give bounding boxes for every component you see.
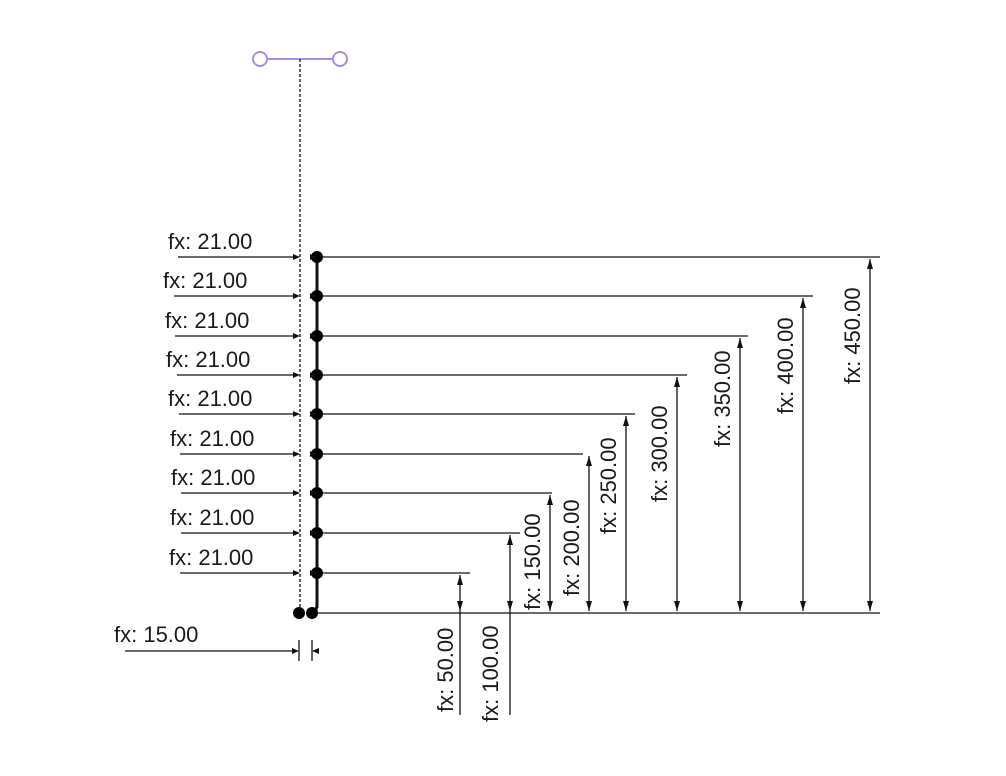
dimension-left-offset[interactable]: fx: 21.00 [163,268,317,299]
left-dim-arrow [310,570,317,576]
dimension-left-offset[interactable]: fx: 21.00 [169,545,317,576]
left-dim-label[interactable]: fx: 21.00 [171,465,255,490]
dimension-height[interactable]: fx: 200.00 [559,456,592,611]
left-dim-arrow [310,530,317,536]
left-dim-arrow [293,293,300,299]
height-dim-arrow-bottom [674,601,680,611]
left-dim-arrow [293,530,300,536]
left-dim-arrow [293,411,300,417]
left-dim-arrow [310,451,317,457]
height-dim-arrow-top [507,535,513,545]
dimension-left-offset[interactable]: fx: 21.00 [168,229,317,260]
left-dim-label[interactable]: fx: 21.00 [165,308,249,333]
left-dim-arrow [310,254,317,260]
height-dim-label[interactable]: fx: 200.00 [559,499,584,596]
left-dim-arrow [293,490,300,496]
dimension-left-offset[interactable]: fx: 21.00 [168,386,317,417]
height-dim-arrow-top [623,416,629,426]
dimension-height[interactable]: fx: 400.00 [773,298,806,611]
height-dim-arrow-bottom [737,601,743,611]
left-dim-label[interactable]: fx: 21.00 [170,505,254,530]
height-dim-arrow-top [867,259,873,269]
dimension-height[interactable]: fx: 100.00 [478,535,513,722]
dimension-left-offset[interactable]: fx: 21.00 [171,465,317,496]
left-dim-arrow [310,490,317,496]
handle-left-endpoint[interactable] [252,51,268,67]
dimension-height[interactable]: fx: 300.00 [647,377,680,611]
left-dim-label[interactable]: fx: 21.00 [169,545,253,570]
left-dim-arrow [310,333,317,339]
handle-right-endpoint[interactable] [332,51,348,67]
baseline-point-right[interactable] [306,607,318,619]
height-dim-arrow-bottom [547,601,553,611]
height-dim-arrow-bottom [800,601,806,611]
dimension-height[interactable]: fx: 150.00 [520,495,553,611]
dimension-left-offset[interactable]: fx: 21.00 [166,347,317,378]
height-dimensions: fx: 50.00 fx: 100.00 fx: 150.00 fx: 200.00 f… [433,259,873,722]
height-dim-arrow-bottom [867,601,873,611]
left-dim-arrow [293,372,300,378]
dimension-bottom-offset[interactable]: fx: 15.00 [114,622,319,661]
left-dim-label[interactable]: fx: 21.00 [168,229,252,254]
level-lines [311,251,880,579]
bottom-dim-label[interactable]: fx: 15.00 [114,622,198,647]
left-dim-arrow [310,372,317,378]
bottom-dim-arrow-left [292,648,299,654]
dimension-height[interactable]: fx: 50.00 [433,575,463,715]
height-dim-arrow-top [737,338,743,348]
bottom-dim-arrow-right [312,648,319,654]
left-dim-arrow [293,451,300,457]
height-dim-label[interactable]: fx: 150.00 [520,513,545,610]
left-dim-arrow [310,293,317,299]
height-dim-arrow-top [674,377,680,387]
height-dim-label[interactable]: fx: 400.00 [773,317,798,414]
height-dim-label[interactable]: fx: 300.00 [647,405,672,502]
left-dim-arrow [293,333,300,339]
left-offset-dimensions: fx: 21.00 fx: 21.00 fx: 21.00 fx: 21.00 fx: … [163,229,317,576]
dimension-left-offset[interactable]: fx: 21.00 [165,308,317,339]
left-dim-label[interactable]: fx: 21.00 [163,268,247,293]
height-dim-label[interactable]: fx: 100.00 [478,625,503,722]
height-dim-label[interactable]: fx: 350.00 [710,350,735,447]
dimension-height[interactable]: fx: 450.00 [840,259,873,611]
height-dim-arrow-bottom [507,601,513,611]
height-dim-label[interactable]: fx: 450.00 [840,287,865,384]
dimension-left-offset[interactable]: fx: 21.00 [170,426,317,457]
height-dim-arrow-bottom [586,601,592,611]
left-dim-arrow [293,254,300,260]
dimension-height[interactable]: fx: 250.00 [596,416,629,611]
dimension-height[interactable]: fx: 350.00 [710,338,743,611]
left-dim-label[interactable]: fx: 21.00 [170,426,254,451]
left-dim-arrow [293,570,300,576]
left-dim-arrow [310,411,317,417]
baseline-point-left[interactable] [293,607,305,619]
height-dim-arrow-bottom [457,601,463,611]
height-dim-label[interactable]: fx: 50.00 [433,628,458,712]
left-dim-label[interactable]: fx: 21.00 [168,386,252,411]
left-dim-label[interactable]: fx: 21.00 [166,347,250,372]
dimension-left-offset[interactable]: fx: 21.00 [170,505,317,536]
height-dim-arrow-top [457,575,463,585]
height-dim-arrow-top [547,495,553,505]
height-dim-label[interactable]: fx: 250.00 [596,437,621,534]
height-dim-arrow-bottom [623,601,629,611]
height-dim-arrow-top [586,456,592,466]
height-dim-arrow-top [800,298,806,308]
